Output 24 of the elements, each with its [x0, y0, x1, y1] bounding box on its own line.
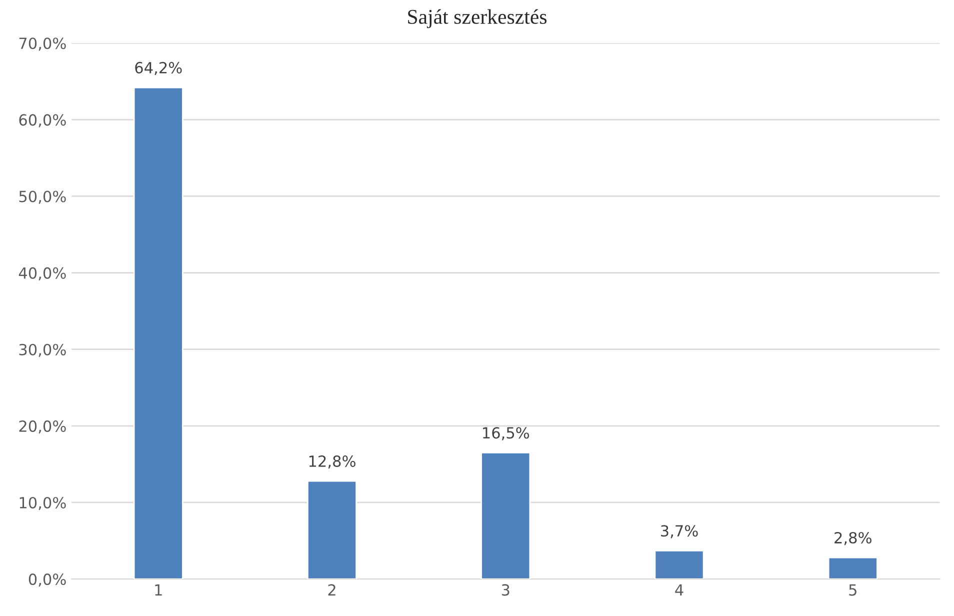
- data-label: 16,5%: [483, 427, 530, 440]
- x-tick-label: 5: [849, 584, 856, 596]
- x-tick-label: 4: [675, 584, 684, 596]
- y-tick-label: 20,0%: [19, 420, 66, 434]
- bar: [133, 86, 184, 580]
- y-tick-label: 40,0%: [18, 267, 66, 280]
- data-label: 2,8%: [834, 532, 872, 546]
- y-tick-label: 0,0%: [28, 574, 66, 587]
- y-tick-label: 10,0%: [20, 496, 66, 510]
- chart-title: Saját szerkesztés: [408, 9, 547, 28]
- data-label: 3,7%: [661, 525, 698, 538]
- data-label: 12,8%: [309, 455, 356, 469]
- bar: [654, 550, 704, 580]
- bar: [306, 480, 357, 580]
- y-tick-label: 30,0%: [19, 344, 66, 357]
- x-tick-label: 1: [155, 584, 162, 596]
- x-tick-label: 2: [328, 584, 336, 596]
- bar: [480, 452, 531, 580]
- bar: [828, 556, 878, 580]
- y-tick-label: 50,0%: [19, 190, 66, 204]
- y-tick-label: 60,0%: [19, 114, 66, 128]
- y-tick-label: 70,0%: [19, 38, 66, 51]
- x-tick-label: 3: [502, 584, 510, 596]
- data-label: 64,2%: [135, 62, 182, 76]
